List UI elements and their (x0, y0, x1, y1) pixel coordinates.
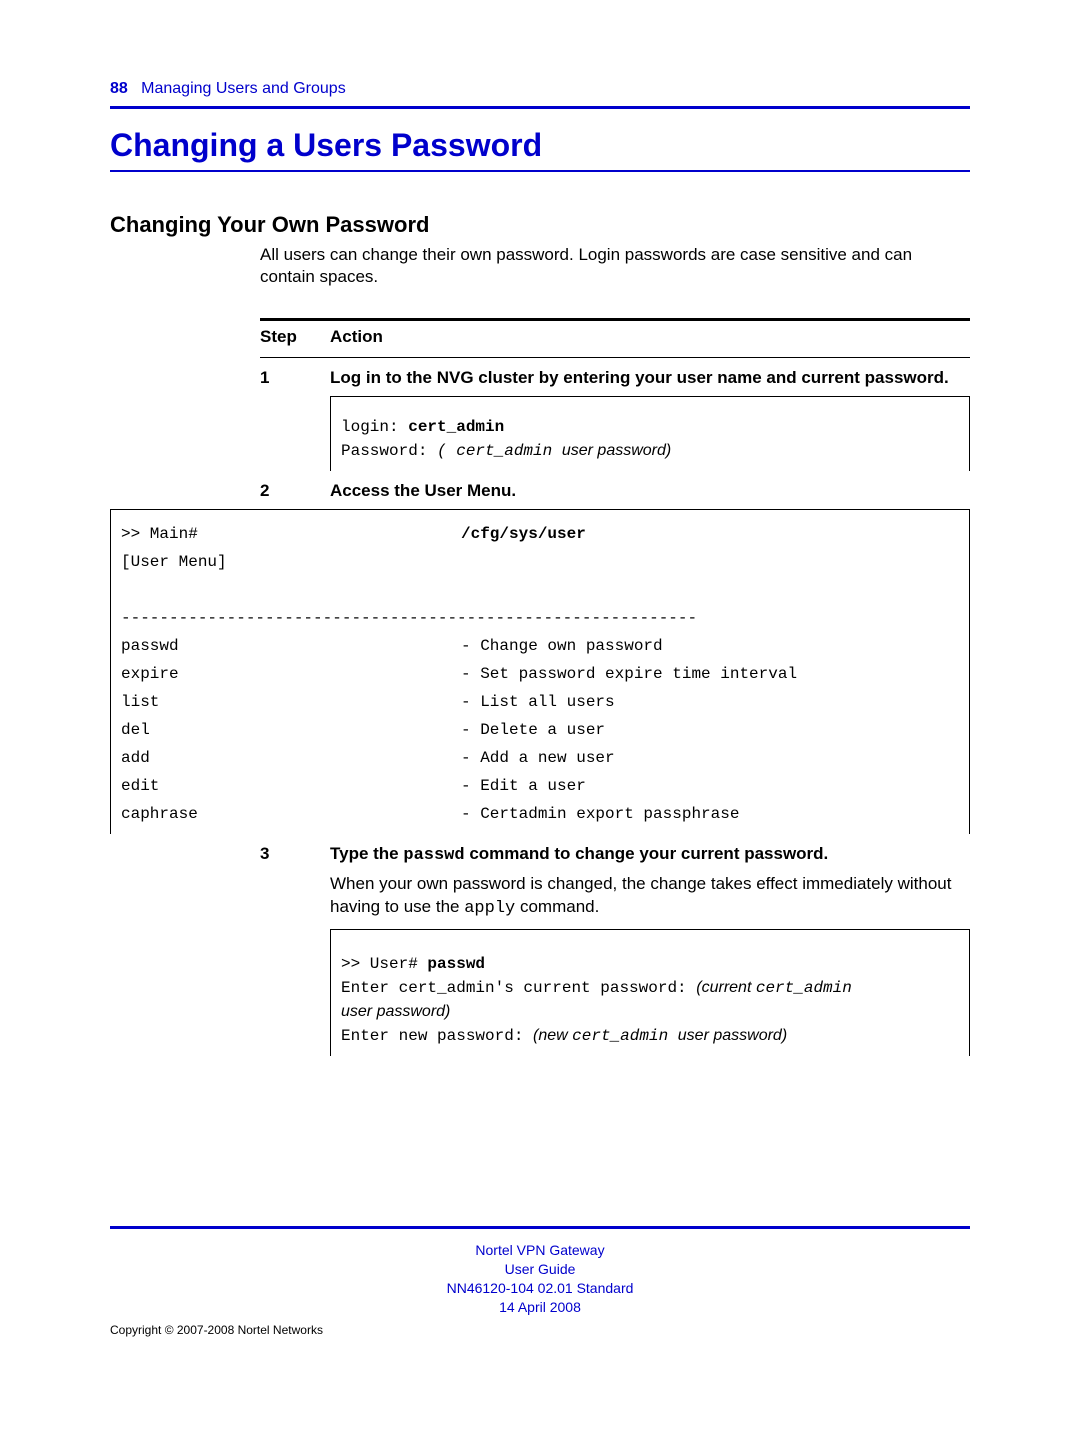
copyright: Copyright © 2007-2008 Nortel Networks (110, 1323, 970, 1337)
menu-row: list- List all users (121, 688, 959, 716)
menu-desc: - Edit a user (461, 772, 586, 800)
pwd-mono: ( cert_admin (437, 442, 562, 460)
menu-cmd: list (121, 688, 461, 716)
col-action: Action (330, 327, 383, 347)
menu-row: edit- Edit a user (121, 772, 959, 800)
menu-desc: - Delete a user (461, 716, 605, 744)
main-prompt: >> Main# (121, 520, 461, 548)
menu-cmd: del (121, 716, 461, 744)
menu-desc: - Change own password (461, 632, 663, 660)
s3-body-pre: When your own password is changed, the c… (330, 874, 951, 916)
s3-l1a: >> User# (341, 955, 427, 973)
menu-cmd: passwd (121, 632, 461, 660)
s3-l3a: Enter new password: (341, 1027, 533, 1045)
menu-cmd: edit (121, 772, 461, 800)
footer-l1: Nortel VPN Gateway (110, 1241, 970, 1260)
step-2-num: 2 (260, 481, 330, 501)
menu-row: del- Delete a user (121, 716, 959, 744)
page-header: 88 Managing Users and Groups (110, 80, 970, 98)
intro-text: All users can change their own password.… (260, 244, 970, 288)
step-2-code: >> Main# /cfg/sys/user [User Menu] -----… (110, 509, 970, 834)
title-rule (110, 170, 970, 172)
step-3-num: 3 (260, 844, 330, 865)
footer-l2: User Guide (110, 1260, 970, 1279)
menu-row: caphrase- Certadmin export passphrase (121, 800, 959, 828)
header-rule (110, 106, 970, 109)
menu-desc: - Add a new user (461, 744, 615, 772)
user-menu-title: [User Menu] (121, 548, 959, 576)
pwd-label: Password: (341, 442, 437, 460)
login-label: login: (341, 418, 408, 436)
separator: ----------------------------------------… (121, 604, 959, 632)
s3-l3b: (new (533, 1027, 572, 1044)
page-title: Changing a Users Password (110, 127, 970, 164)
page-number: 88 (110, 80, 128, 97)
s3-l3c: cert_admin (572, 1027, 678, 1045)
menu-cmd: add (121, 744, 461, 772)
menu-desc: - Certadmin export passphrase (461, 800, 739, 828)
step-1-num: 1 (260, 368, 330, 388)
footer-l3: NN46120-104 02.01 Standard (110, 1279, 970, 1298)
menu-cmd: caphrase (121, 800, 461, 828)
login-value: cert_admin (408, 418, 504, 436)
pwd-italic: user password) (562, 442, 671, 459)
s3-l2b: (current (696, 979, 756, 996)
menu-row: expire- Set password expire time interva… (121, 660, 959, 688)
step-3-action-post: command to change your current password. (465, 844, 829, 863)
menu-cmd: expire (121, 660, 461, 688)
menu-row: add- Add a new user (121, 744, 959, 772)
step-2-action: Access the User Menu. (330, 481, 516, 500)
s3-l2d: user password) (341, 1003, 450, 1020)
step-3: 3 Type the passwd command to change your… (260, 844, 970, 865)
step-1-code: login: cert_admin Password: ( cert_admin… (330, 396, 970, 471)
s3-l2a: Enter cert_admin's current password: (341, 979, 696, 997)
s3-body-post: command. (515, 897, 599, 916)
step-1-action: Log in to the NVG cluster by entering yo… (330, 368, 949, 387)
menu-row: passwd- Change own password (121, 632, 959, 660)
table-header-rule (260, 357, 970, 358)
table-header-row: Step Action (260, 321, 970, 353)
s3-body-mono: apply (464, 899, 515, 918)
step-1: 1 Log in to the NVG cluster by entering … (260, 368, 970, 388)
cfg-cmd: /cfg/sys/user (461, 520, 586, 548)
s3-l2c: cert_admin (756, 979, 852, 997)
footer-rule (110, 1226, 970, 1229)
section-title: Managing Users and Groups (141, 80, 346, 97)
step-2: 2 Access the User Menu. (260, 481, 970, 501)
footer: Nortel VPN Gateway User Guide NN46120-10… (110, 1241, 970, 1317)
menu-desc: - Set password expire time interval (461, 660, 797, 688)
subsection-title: Changing Your Own Password (110, 212, 970, 238)
step-3-body: When your own password is changed, the c… (330, 873, 970, 921)
s3-l3d: user password) (678, 1027, 787, 1044)
s3-l1b: passwd (427, 955, 485, 973)
menu-desc: - List all users (461, 688, 615, 716)
footer-l4: 14 April 2008 (110, 1298, 970, 1317)
col-step: Step (260, 327, 330, 347)
step-3-action-mono: passwd (403, 846, 464, 865)
step-3-action-pre: Type the (330, 844, 403, 863)
step-3-code: >> User# passwd Enter cert_admin's curre… (330, 929, 970, 1056)
